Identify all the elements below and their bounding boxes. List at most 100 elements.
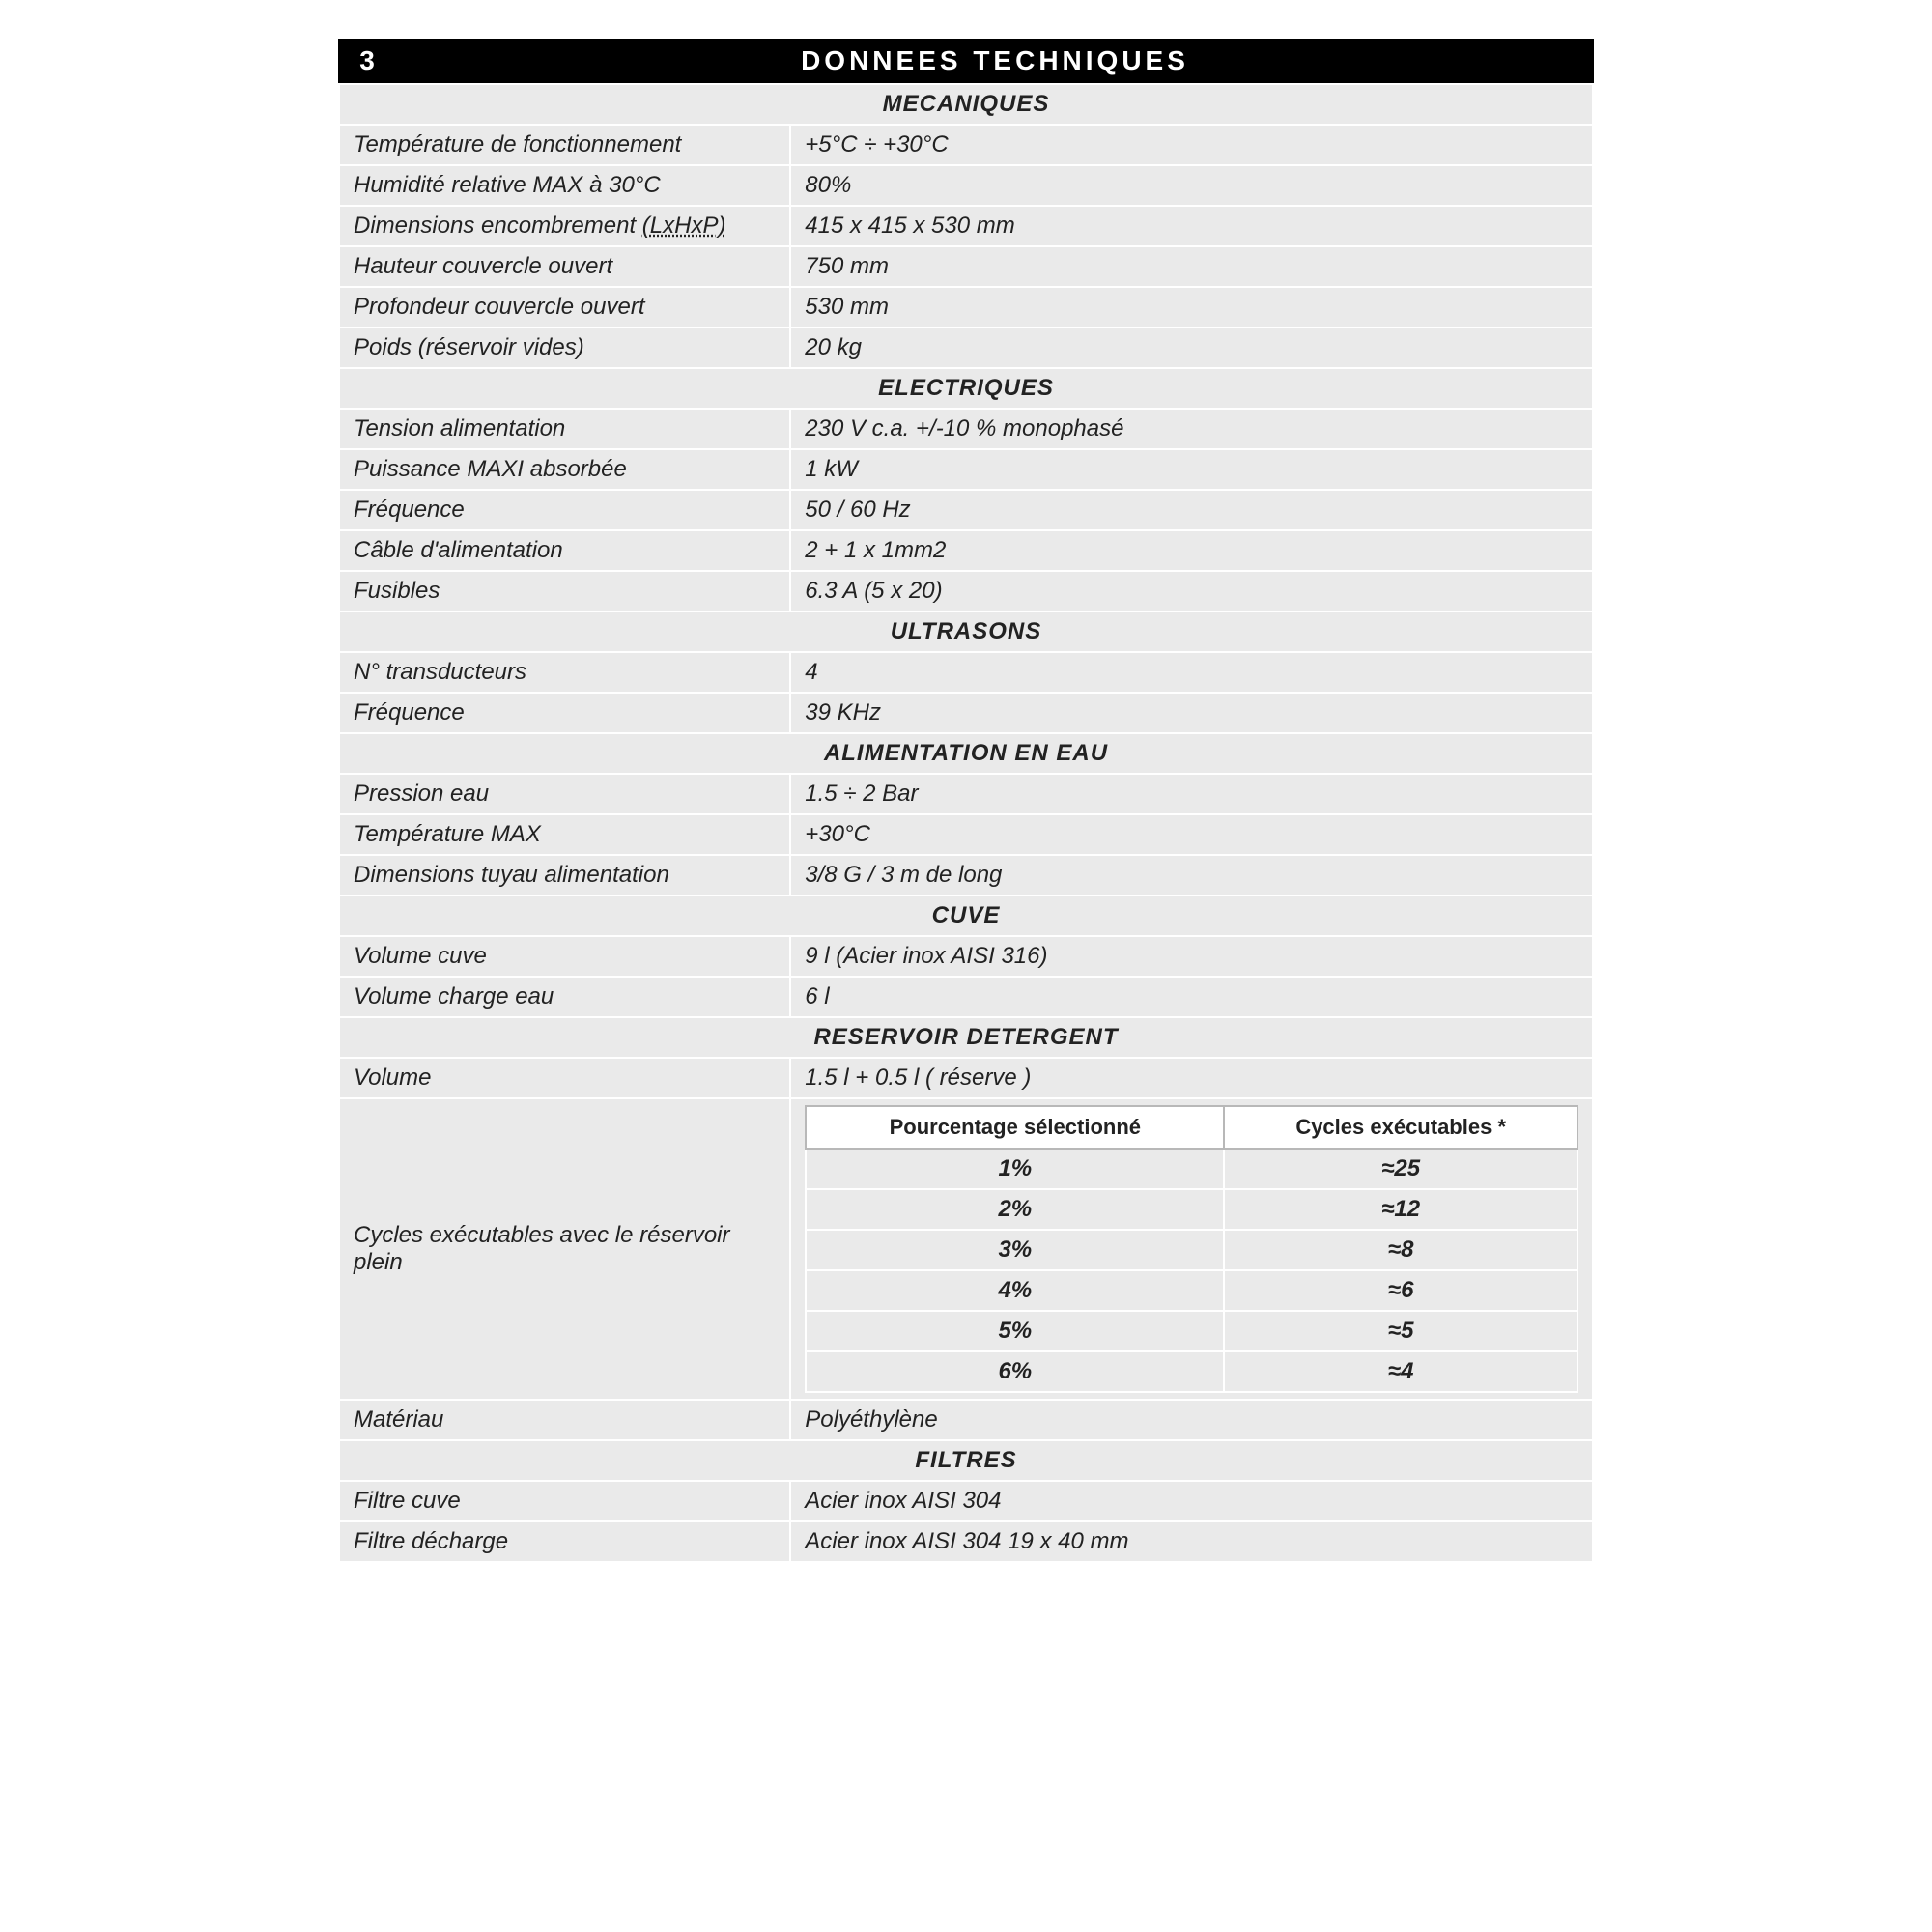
nested-row: 1%≈25 bbox=[806, 1149, 1577, 1189]
cell-label: Poids (réservoir vides) bbox=[339, 327, 790, 368]
nested-row: 4%≈6 bbox=[806, 1270, 1577, 1311]
cell-value: Polyéthylène bbox=[790, 1400, 1593, 1440]
cell-label: Puissance MAXI absorbée bbox=[339, 449, 790, 490]
table-row: Cycles exécutables avec le réservoir ple… bbox=[339, 1098, 1593, 1400]
section-heading-eau: ALIMENTATION EN EAU bbox=[339, 733, 1593, 774]
nested-row: 5%≈5 bbox=[806, 1311, 1577, 1351]
cell-label: Dimensions tuyau alimentation bbox=[339, 855, 790, 895]
cell-label: Hauteur couvercle ouvert bbox=[339, 246, 790, 287]
table-row: Température de fonctionnement+5°C ÷ +30°… bbox=[339, 125, 1593, 165]
cell-label: Filtre décharge bbox=[339, 1521, 790, 1562]
nested-col-header: Pourcentage sélectionné bbox=[806, 1106, 1224, 1149]
table-row: Tension alimentation230 V c.a. +/-10 % m… bbox=[339, 409, 1593, 449]
cell-label: Fusibles bbox=[339, 571, 790, 611]
nested-pct: 1% bbox=[806, 1149, 1224, 1189]
cell-value: 2 + 1 x 1mm2 bbox=[790, 530, 1593, 571]
table-row: Fusibles6.3 A (5 x 20) bbox=[339, 571, 1593, 611]
table-row: Câble d'alimentation2 + 1 x 1mm2 bbox=[339, 530, 1593, 571]
section-heading-filtres: FILTRES bbox=[339, 1440, 1593, 1481]
cell-label: Volume cuve bbox=[339, 936, 790, 977]
cell-label: Température MAX bbox=[339, 814, 790, 855]
cell-label: Fréquence bbox=[339, 490, 790, 530]
table-row: Température MAX+30°C bbox=[339, 814, 1593, 855]
nested-table-cell: Pourcentage sélectionné Cycles exécutabl… bbox=[790, 1098, 1593, 1400]
table-row: Dimensions encombrement (LxHxP) 415 x 41… bbox=[339, 206, 1593, 246]
title-number: 3 bbox=[338, 39, 396, 83]
cell-value: 230 V c.a. +/-10 % monophasé bbox=[790, 409, 1593, 449]
table-row: MatériauPolyéthylène bbox=[339, 1400, 1593, 1440]
cell-value: 750 mm bbox=[790, 246, 1593, 287]
cell-label: Matériau bbox=[339, 1400, 790, 1440]
cell-value: 1.5 ÷ 2 Bar bbox=[790, 774, 1593, 814]
cell-value: +5°C ÷ +30°C bbox=[790, 125, 1593, 165]
title-bar: 3 DONNEES TECHNIQUES bbox=[338, 39, 1594, 83]
cell-value: 20 kg bbox=[790, 327, 1593, 368]
nested-pct: 2% bbox=[806, 1189, 1224, 1230]
nested-pct: 6% bbox=[806, 1351, 1224, 1392]
section-heading-electriques: ELECTRIQUES bbox=[339, 368, 1593, 409]
dims-label-b: (LxHxP) bbox=[642, 213, 726, 239]
cell-value: Acier inox AISI 304 bbox=[790, 1481, 1593, 1521]
table-row: Fréquence50 / 60 Hz bbox=[339, 490, 1593, 530]
nested-col-header: Cycles exécutables * bbox=[1224, 1106, 1577, 1149]
table-row: Profondeur couvercle ouvert530 mm bbox=[339, 287, 1593, 327]
table-row: Volume cuve9 l (Acier inox AISI 316) bbox=[339, 936, 1593, 977]
table-row: Filtre cuveAcier inox AISI 304 bbox=[339, 1481, 1593, 1521]
dims-label-a: Dimensions encombrement bbox=[354, 213, 642, 239]
cell-value: 50 / 60 Hz bbox=[790, 490, 1593, 530]
table-row: Pression eau1.5 ÷ 2 Bar bbox=[339, 774, 1593, 814]
cell-value: 80% bbox=[790, 165, 1593, 206]
cell-value: 4 bbox=[790, 652, 1593, 693]
cell-label: Volume charge eau bbox=[339, 977, 790, 1017]
cell-label: Humidité relative MAX à 30°C bbox=[339, 165, 790, 206]
cell-value: 530 mm bbox=[790, 287, 1593, 327]
nested-cyc: ≈4 bbox=[1224, 1351, 1577, 1392]
cell-label: Dimensions encombrement (LxHxP) bbox=[339, 206, 790, 246]
cell-label: Fréquence bbox=[339, 693, 790, 733]
cell-value: 6 l bbox=[790, 977, 1593, 1017]
spec-sheet: 3 DONNEES TECHNIQUES MECANIQUES Températ… bbox=[338, 39, 1594, 1563]
cell-value: 9 l (Acier inox AISI 316) bbox=[790, 936, 1593, 977]
table-row: Humidité relative MAX à 30°C80% bbox=[339, 165, 1593, 206]
cell-value: 3/8 G / 3 m de long bbox=[790, 855, 1593, 895]
section-heading-reservoir: RESERVOIR DETERGENT bbox=[339, 1017, 1593, 1058]
nested-pct: 3% bbox=[806, 1230, 1224, 1270]
nested-cyc: ≈25 bbox=[1224, 1149, 1577, 1189]
cell-label: Cycles exécutables avec le réservoir ple… bbox=[339, 1098, 790, 1400]
nested-row: 6%≈4 bbox=[806, 1351, 1577, 1392]
table-row: Hauteur couvercle ouvert750 mm bbox=[339, 246, 1593, 287]
table-row: Dimensions tuyau alimentation3/8 G / 3 m… bbox=[339, 855, 1593, 895]
nested-pct: 4% bbox=[806, 1270, 1224, 1311]
cell-value: 415 x 415 x 530 mm bbox=[790, 206, 1593, 246]
table-row: Poids (réservoir vides)20 kg bbox=[339, 327, 1593, 368]
nested-row: 2%≈12 bbox=[806, 1189, 1577, 1230]
title-text: DONNEES TECHNIQUES bbox=[396, 45, 1594, 76]
nested-cyc: ≈12 bbox=[1224, 1189, 1577, 1230]
cell-label: Volume bbox=[339, 1058, 790, 1098]
cell-label: Filtre cuve bbox=[339, 1481, 790, 1521]
cell-label: Profondeur couvercle ouvert bbox=[339, 287, 790, 327]
cell-label: Tension alimentation bbox=[339, 409, 790, 449]
nested-cyc: ≈6 bbox=[1224, 1270, 1577, 1311]
cell-value: +30°C bbox=[790, 814, 1593, 855]
cell-value: 6.3 A (5 x 20) bbox=[790, 571, 1593, 611]
cell-value: Acier inox AISI 304 19 x 40 mm bbox=[790, 1521, 1593, 1562]
cell-label: Pression eau bbox=[339, 774, 790, 814]
cell-value: 39 KHz bbox=[790, 693, 1593, 733]
spec-table: MECANIQUES Température de fonctionnement… bbox=[338, 83, 1594, 1563]
table-row: Filtre déchargeAcier inox AISI 304 19 x … bbox=[339, 1521, 1593, 1562]
section-heading-ultrasons: ULTRASONS bbox=[339, 611, 1593, 652]
cell-label: Câble d'alimentation bbox=[339, 530, 790, 571]
cell-label: N° transducteurs bbox=[339, 652, 790, 693]
cell-value: 1 kW bbox=[790, 449, 1593, 490]
table-row: Volume charge eau6 l bbox=[339, 977, 1593, 1017]
cycles-table: Pourcentage sélectionné Cycles exécutabl… bbox=[805, 1105, 1578, 1393]
table-row: Puissance MAXI absorbée1 kW bbox=[339, 449, 1593, 490]
table-row: Volume1.5 l + 0.5 l ( réserve ) bbox=[339, 1058, 1593, 1098]
table-row: Fréquence39 KHz bbox=[339, 693, 1593, 733]
nested-pct: 5% bbox=[806, 1311, 1224, 1351]
nested-cyc: ≈5 bbox=[1224, 1311, 1577, 1351]
cell-label: Température de fonctionnement bbox=[339, 125, 790, 165]
table-row: N° transducteurs4 bbox=[339, 652, 1593, 693]
nested-row: 3%≈8 bbox=[806, 1230, 1577, 1270]
